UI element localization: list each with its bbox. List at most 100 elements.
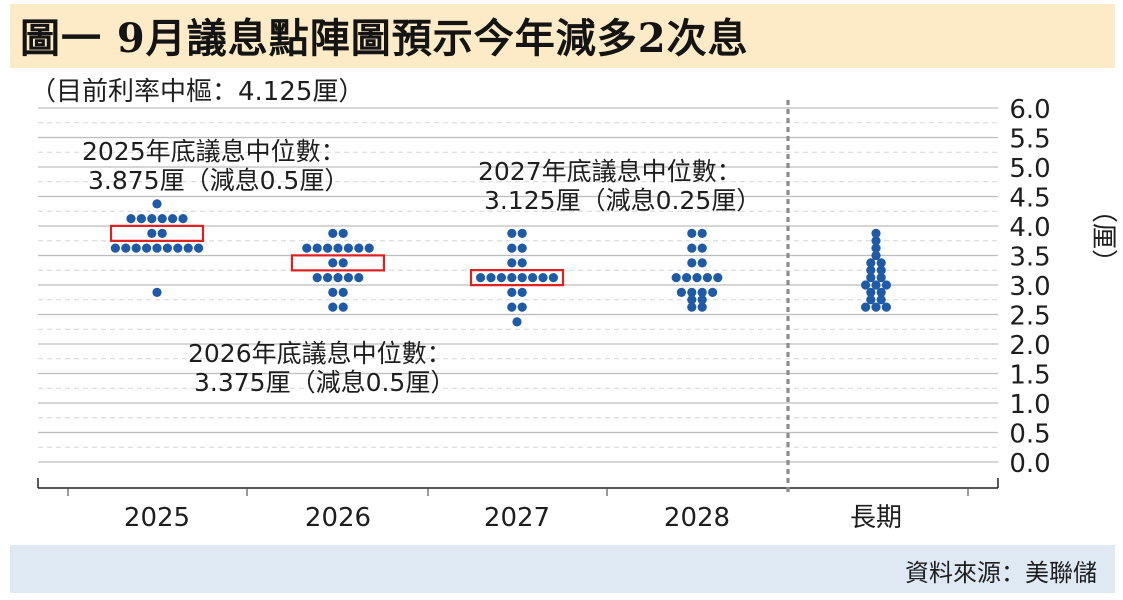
projection-dot bbox=[364, 243, 374, 253]
projection-dot bbox=[687, 302, 697, 312]
projection-dot bbox=[328, 287, 338, 297]
median-annotation: 3.875厘（減息0.5厘） bbox=[88, 166, 349, 195]
projection-dot bbox=[866, 258, 876, 268]
projection-dot bbox=[697, 258, 707, 268]
projection-dot bbox=[178, 214, 188, 224]
projection-dot bbox=[323, 243, 333, 253]
projection-dot bbox=[517, 243, 527, 253]
projection-dot bbox=[121, 243, 131, 253]
projection-dot bbox=[697, 243, 707, 253]
projection-dot bbox=[338, 258, 348, 268]
projection-dot bbox=[687, 258, 697, 268]
projection-dot bbox=[507, 287, 517, 297]
projection-dot bbox=[142, 243, 152, 253]
projection-dot bbox=[152, 287, 162, 297]
median-box bbox=[109, 224, 205, 242]
projection-dot bbox=[682, 273, 692, 283]
projection-dot bbox=[876, 258, 886, 268]
projection-dot bbox=[871, 280, 881, 290]
projection-dot bbox=[548, 273, 559, 283]
y-tick-label: 5.0 bbox=[1009, 154, 1050, 184]
y-tick-label: 0.0 bbox=[1009, 449, 1050, 479]
projection-dot bbox=[507, 302, 517, 312]
projection-dot bbox=[328, 228, 338, 238]
projection-dot bbox=[702, 273, 713, 283]
projection-dot bbox=[881, 302, 892, 312]
projection-dot bbox=[476, 273, 486, 283]
projection-dot bbox=[152, 199, 162, 209]
projection-dot bbox=[168, 214, 178, 224]
projection-dot bbox=[713, 273, 723, 283]
projection-dot bbox=[328, 302, 338, 312]
projection-dot bbox=[687, 228, 697, 238]
projection-dot bbox=[866, 273, 876, 283]
projection-dot bbox=[312, 243, 322, 253]
y-tick-label: 4.5 bbox=[1009, 184, 1050, 214]
median-box bbox=[290, 254, 386, 272]
projection-dot bbox=[496, 273, 506, 283]
projection-dot bbox=[136, 214, 146, 224]
x-tick-label: 長期 bbox=[850, 503, 902, 533]
projection-dot bbox=[343, 273, 353, 283]
projection-dot bbox=[302, 243, 312, 253]
projection-dot bbox=[866, 295, 876, 305]
projection-dot bbox=[110, 243, 120, 253]
projection-dot bbox=[507, 228, 517, 238]
projection-dot bbox=[697, 295, 707, 305]
projection-dot bbox=[866, 265, 876, 275]
projection-dot bbox=[157, 214, 167, 224]
projection-dot bbox=[687, 243, 697, 253]
projection-dot bbox=[126, 214, 136, 224]
projection-dot bbox=[131, 243, 141, 253]
projection-dot bbox=[354, 273, 364, 283]
y-tick-label: 6.0 bbox=[1009, 95, 1050, 125]
chart-subtitle: （目前利率中樞：4.125厘） bbox=[30, 77, 364, 107]
y-axis-label: （厘） bbox=[1088, 197, 1118, 275]
projection-dot bbox=[338, 228, 348, 238]
projection-dot bbox=[876, 295, 886, 305]
projection-dot bbox=[676, 287, 687, 297]
source-band bbox=[10, 545, 1115, 593]
projection-dot bbox=[333, 243, 343, 253]
y-tick-label: 5.5 bbox=[1009, 125, 1050, 155]
projection-dot bbox=[697, 228, 707, 238]
projection-dot bbox=[692, 273, 702, 283]
median-annotation: 2026年底議息中位數： bbox=[188, 339, 452, 368]
projection-dot bbox=[881, 280, 892, 290]
projection-dot bbox=[157, 228, 167, 238]
median-annotation: 2025年底議息中位數： bbox=[82, 137, 346, 166]
projection-dot bbox=[333, 273, 343, 283]
projection-dot bbox=[697, 287, 707, 297]
projection-dot bbox=[871, 236, 881, 246]
projection-dot bbox=[147, 214, 157, 224]
projection-dot bbox=[871, 302, 881, 312]
projection-dot bbox=[697, 302, 707, 312]
projection-dot bbox=[162, 243, 172, 253]
projection-dot bbox=[517, 258, 527, 268]
projection-dot bbox=[708, 287, 718, 297]
y-tick-label: 3.5 bbox=[1009, 243, 1050, 273]
projection-dot bbox=[517, 302, 527, 312]
projection-dot bbox=[876, 287, 886, 297]
projection-dot bbox=[871, 243, 881, 253]
projection-dot bbox=[512, 317, 522, 327]
projection-dot bbox=[528, 273, 538, 283]
projection-dot bbox=[517, 228, 527, 238]
dot-plot-chart: 6.05.55.04.54.03.53.02.52.01.51.00.50.0 （… bbox=[30, 77, 1118, 533]
projection-dot bbox=[354, 243, 364, 253]
y-tick-label: 0.5 bbox=[1009, 420, 1050, 450]
projection-dot bbox=[338, 287, 348, 297]
projection-dot bbox=[671, 273, 681, 283]
projection-dot bbox=[517, 287, 527, 297]
projection-dot bbox=[871, 228, 881, 238]
projection-dot bbox=[328, 258, 338, 268]
y-tick-label: 2.0 bbox=[1009, 331, 1050, 361]
projection-dot bbox=[486, 273, 496, 283]
median-annotation: 3.375厘（減息0.5厘） bbox=[194, 368, 455, 397]
projection-dot bbox=[183, 243, 193, 253]
projection-dot bbox=[194, 243, 204, 253]
y-tick-label: 1.5 bbox=[1009, 361, 1050, 391]
y-tick-label: 1.0 bbox=[1009, 390, 1050, 420]
chart-title: 圖一 9月議息點陣圖預示今年減多2次息 bbox=[20, 15, 749, 62]
